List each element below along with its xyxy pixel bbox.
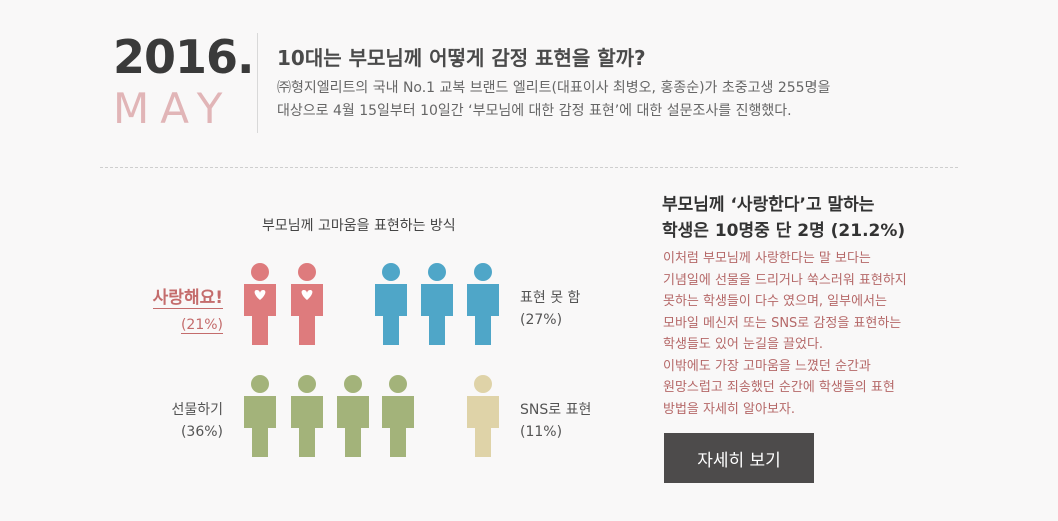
side-body-line: 모바일 메신저 또는 SNS로 감정을 표현하는: [663, 315, 902, 331]
person-icon-love: [291, 263, 323, 345]
person-icon-no-expression: [375, 263, 407, 345]
survey-description: ㈜형지엘리트의 국내 No.1 교복 브랜드 엘리트(대표이사 최병오, 홍종순…: [277, 77, 917, 123]
year-label: 2016.: [113, 30, 255, 84]
category-label-gift: 선물하기 (36%): [140, 399, 223, 443]
chart-title: 부모님께 고마움을 표현하는 방식: [262, 218, 456, 234]
person-icon-gift: [337, 375, 369, 457]
category-label-love: 사랑해요! (21%): [140, 287, 223, 336]
side-body-line: 원망스럽고 죄송했던 순간에 학생들의 표현: [663, 380, 895, 395]
person-icon-sns: [467, 375, 499, 457]
side-body-line: 기념일에 선물을 드리거나 쑥스러워 표현하지: [663, 272, 907, 288]
side-body-line: 못하는 학생들이 다수 였으며, 일부에서는: [663, 294, 887, 309]
category-label-no-expression: 표현 못 함 (27%): [520, 287, 580, 331]
side-body-line: 이처럼 부모님께 사랑한다는 말 보다는: [663, 251, 871, 266]
side-heading: 부모님께 ‘사랑한다’고 말하는 학생은 10명중 단 2명 (21.2%): [662, 192, 905, 244]
side-body-line: 이밖에도 가장 고마움을 느꼈던 순간과: [663, 358, 871, 374]
person-icon-love: [244, 263, 276, 345]
category-percent: (21%): [180, 317, 223, 334]
category-percent: (27%): [520, 312, 563, 328]
month-label: MAY: [113, 84, 234, 133]
person-icon-no-expression: [467, 263, 499, 345]
divider-vertical: [257, 33, 258, 133]
category-name: 사랑해요!: [152, 288, 223, 309]
side-body: 이처럼 부모님께 사랑한다는 말 보다는 기념일에 선물을 드리거나 쑥스러워 …: [663, 248, 953, 420]
category-percent: (36%): [180, 424, 223, 440]
side-body-line: 학생들도 있어 눈길을 끌었다.: [663, 337, 824, 352]
survey-title: 10대는 부모님께 어떻게 감정 표현을 할까?: [277, 46, 646, 70]
person-icon-no-expression: [421, 263, 453, 345]
person-icon-gift: [291, 375, 323, 457]
survey-description-line: 대상으로 4월 15일부터 10일간 ‘부모님에 대한 감정 표현’에 대한 설…: [277, 103, 792, 119]
side-heading-line: 부모님께 ‘사랑한다’고 말하는: [662, 195, 875, 215]
side-body-line: 방법을 자세히 알아보자.: [663, 401, 795, 417]
side-heading-line: 학생은 10명중 단 2명 (21.2%): [662, 221, 906, 241]
category-name: SNS로 표현: [520, 402, 592, 418]
category-name: 선물하기: [171, 402, 223, 418]
category-name: 표현 못 함: [520, 290, 581, 306]
survey-description-line: ㈜형지엘리트의 국내 No.1 교복 브랜드 엘리트(대표이사 최병오, 홍종순…: [277, 80, 831, 96]
category-percent: (11%): [520, 424, 563, 440]
person-icon-gift: [382, 375, 414, 457]
category-label-sns: SNS로 표현 (11%): [520, 399, 591, 443]
dashed-divider: [100, 167, 958, 168]
person-icon-gift: [244, 375, 276, 457]
view-details-button[interactable]: 자세히 보기: [664, 433, 814, 483]
